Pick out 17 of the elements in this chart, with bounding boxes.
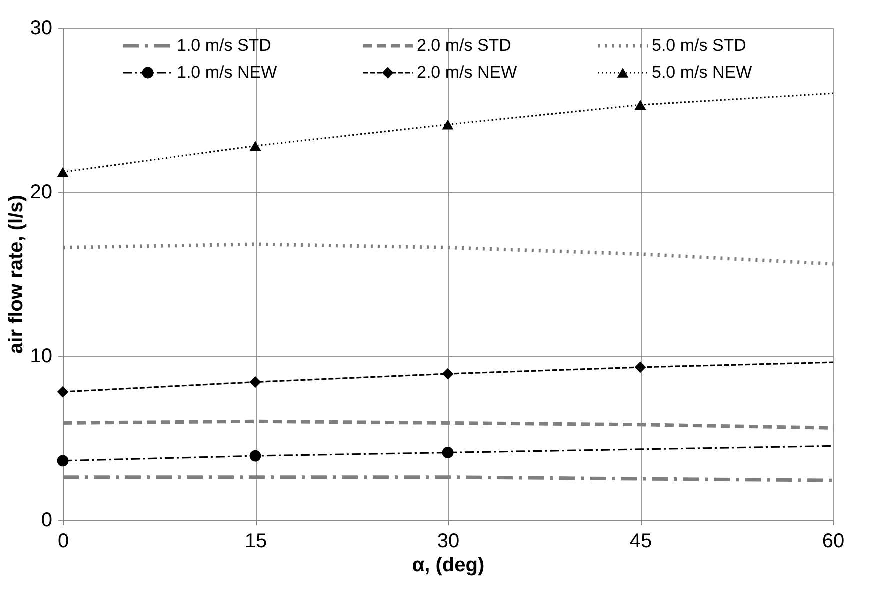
legend-label: 1.0 m/s NEW <box>177 63 278 82</box>
y-tick-label: 0 <box>41 510 52 532</box>
legend-label: 5.0 m/s STD <box>652 36 746 55</box>
x-tick-label: 30 <box>437 530 460 552</box>
y-axis-title: air flow rate, (l/s) <box>5 195 28 354</box>
x-tick-label: 0 <box>58 530 70 552</box>
legend-label: 1.0 m/s STD <box>177 36 272 55</box>
x-axis-title: α, (deg) <box>412 554 485 576</box>
x-tick-label: 45 <box>630 530 652 552</box>
legend-label: 2.0 m/s NEW <box>417 63 518 82</box>
y-tick-label: 30 <box>30 18 52 40</box>
x-tick-label: 60 <box>822 530 845 552</box>
legend-label: 5.0 m/s NEW <box>652 63 752 82</box>
legend-label: 2.0 m/s STD <box>417 36 512 55</box>
y-tick-label: 10 <box>30 346 52 368</box>
x-tick-label: 15 <box>244 530 268 552</box>
y-tick-label: 20 <box>30 182 52 204</box>
